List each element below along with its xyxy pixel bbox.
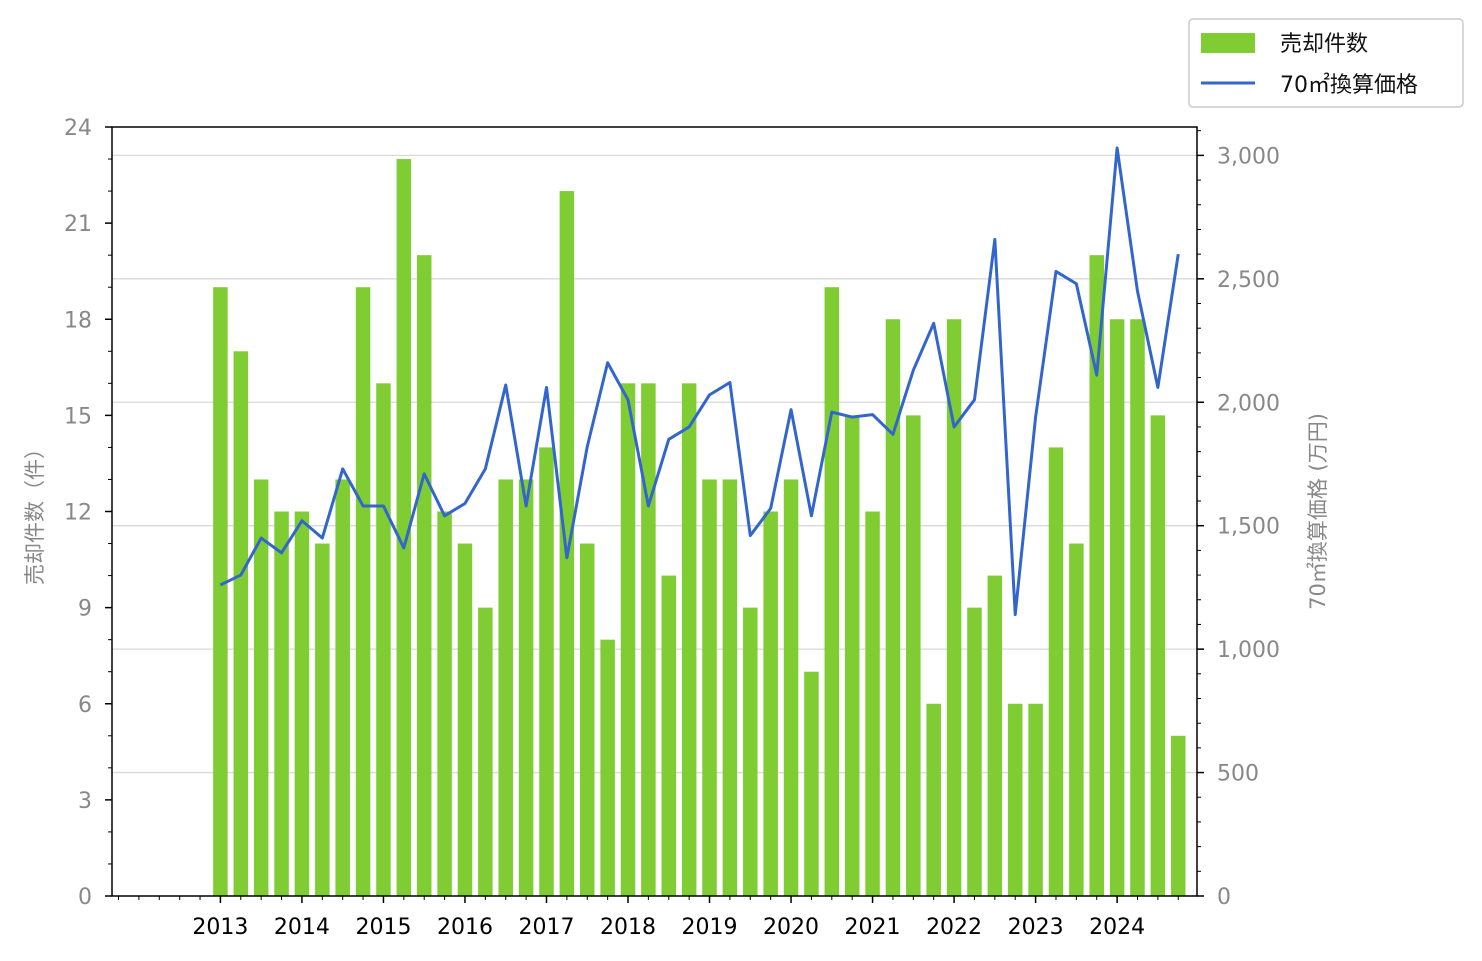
right-tick-label-6: 3,000 <box>1217 144 1280 169</box>
right-axis-title: 70㎡換算価格 (万円) <box>1306 413 1330 610</box>
bar-7 <box>355 287 371 896</box>
bar-15 <box>518 479 534 896</box>
bar-39 <box>1007 703 1023 896</box>
bar-22 <box>661 575 677 896</box>
bar-10 <box>416 255 432 896</box>
bar-18 <box>579 543 595 896</box>
bar-34 <box>906 415 921 896</box>
bar-40 <box>1028 703 1043 896</box>
bottom-tick-label-8: 2021 <box>845 915 901 940</box>
bar-31 <box>844 415 860 896</box>
bar-13 <box>478 607 493 896</box>
bar-28 <box>783 479 799 896</box>
right-tick-label-0: 0 <box>1217 885 1231 910</box>
legend-box <box>1188 18 1464 108</box>
bar-11 <box>437 511 452 896</box>
bar-38 <box>987 575 1003 896</box>
bottom-tick-label-6: 2019 <box>682 915 738 940</box>
left-tick-label-0: 0 <box>78 885 92 910</box>
bar-35 <box>926 703 941 896</box>
bar-14 <box>498 479 513 896</box>
left-tick-label-5: 15 <box>64 404 92 429</box>
bar-8 <box>376 383 391 896</box>
bottom-tick-label-10: 2023 <box>1008 915 1064 940</box>
bottom-tick-label-1: 2014 <box>274 915 330 940</box>
right-tick-label-1: 500 <box>1217 762 1259 787</box>
legend-label-bar: 売却件数 <box>1280 32 1368 57</box>
bar-26 <box>743 607 758 896</box>
bar-45 <box>1130 319 1145 896</box>
left-tick-label-6: 18 <box>64 308 92 333</box>
right-tick-label-5: 2,500 <box>1217 268 1280 293</box>
legend-swatch-bar <box>1201 33 1255 53</box>
bottom-tick-label-4: 2017 <box>518 915 574 940</box>
left-tick-label-8: 24 <box>64 116 92 141</box>
bar-30 <box>824 287 840 896</box>
bar-19 <box>600 639 615 896</box>
bar-36 <box>946 319 962 896</box>
legend-label-line: 70㎡換算価格 <box>1280 72 1418 98</box>
bar-27 <box>763 511 778 896</box>
bar-29 <box>804 671 819 896</box>
right-tick-label-4: 2,000 <box>1217 391 1280 416</box>
right-tick-label-3: 1,500 <box>1217 515 1280 540</box>
bar-32 <box>865 511 880 896</box>
bar-16 <box>539 447 554 896</box>
bar-25 <box>722 479 738 896</box>
bar-42 <box>1069 543 1084 896</box>
bar-series <box>213 159 1186 897</box>
left-tick-label-2: 6 <box>78 693 92 718</box>
bar-21 <box>641 383 656 896</box>
bottom-tick-label-7: 2020 <box>763 915 819 940</box>
bar-41 <box>1048 447 1064 896</box>
left-tick-label-4: 12 <box>64 501 92 526</box>
bar-12 <box>457 543 473 896</box>
bar-43 <box>1089 255 1104 896</box>
bar-6 <box>335 479 350 896</box>
left-axis: 0 3 6 9 12 15 18 21 24 <box>64 116 112 910</box>
bar-24 <box>702 479 717 896</box>
left-axis-title: 売却件数（件） <box>23 438 47 585</box>
bar-47 <box>1171 735 1186 896</box>
bar-5 <box>315 543 330 896</box>
bottom-tick-label-3: 2016 <box>437 915 493 940</box>
bar-46 <box>1150 415 1166 896</box>
bar-1 <box>233 351 249 897</box>
left-tick-label-1: 3 <box>78 789 92 814</box>
bottom-tick-label-0: 2013 <box>192 915 248 940</box>
bar-23 <box>681 383 697 896</box>
bar-3 <box>274 511 289 896</box>
price-line <box>219 146 1180 617</box>
bar-33 <box>885 319 901 896</box>
bottom-tick-label-9: 2022 <box>926 915 982 940</box>
bar-2 <box>253 479 269 896</box>
bottom-tick-label-2: 2015 <box>355 915 411 940</box>
bar-20 <box>620 383 636 896</box>
bar-17 <box>559 191 575 897</box>
bottom-axis: 2013 2014 2015 2016 2017 2018 2019 2020 2021 2022… <box>118 896 1179 940</box>
bottom-tick-label-11: 2024 <box>1089 915 1145 940</box>
bar-9 <box>396 159 412 896</box>
bar-37 <box>967 607 982 896</box>
right-tick-label-2: 1,000 <box>1217 638 1280 663</box>
legend: 売却件数 70㎡換算価格 <box>1188 18 1464 108</box>
right-axis: 0 500 1,000 1,500 2,000 2,500 3,000 <box>1197 130 1280 910</box>
left-tick-label-7: 21 <box>64 212 92 237</box>
left-tick-label-3: 9 <box>78 597 92 622</box>
bar-0 <box>213 287 228 896</box>
bottom-tick-label-5: 2018 <box>600 915 656 940</box>
bar-44 <box>1109 319 1125 896</box>
bar-4 <box>294 511 310 896</box>
